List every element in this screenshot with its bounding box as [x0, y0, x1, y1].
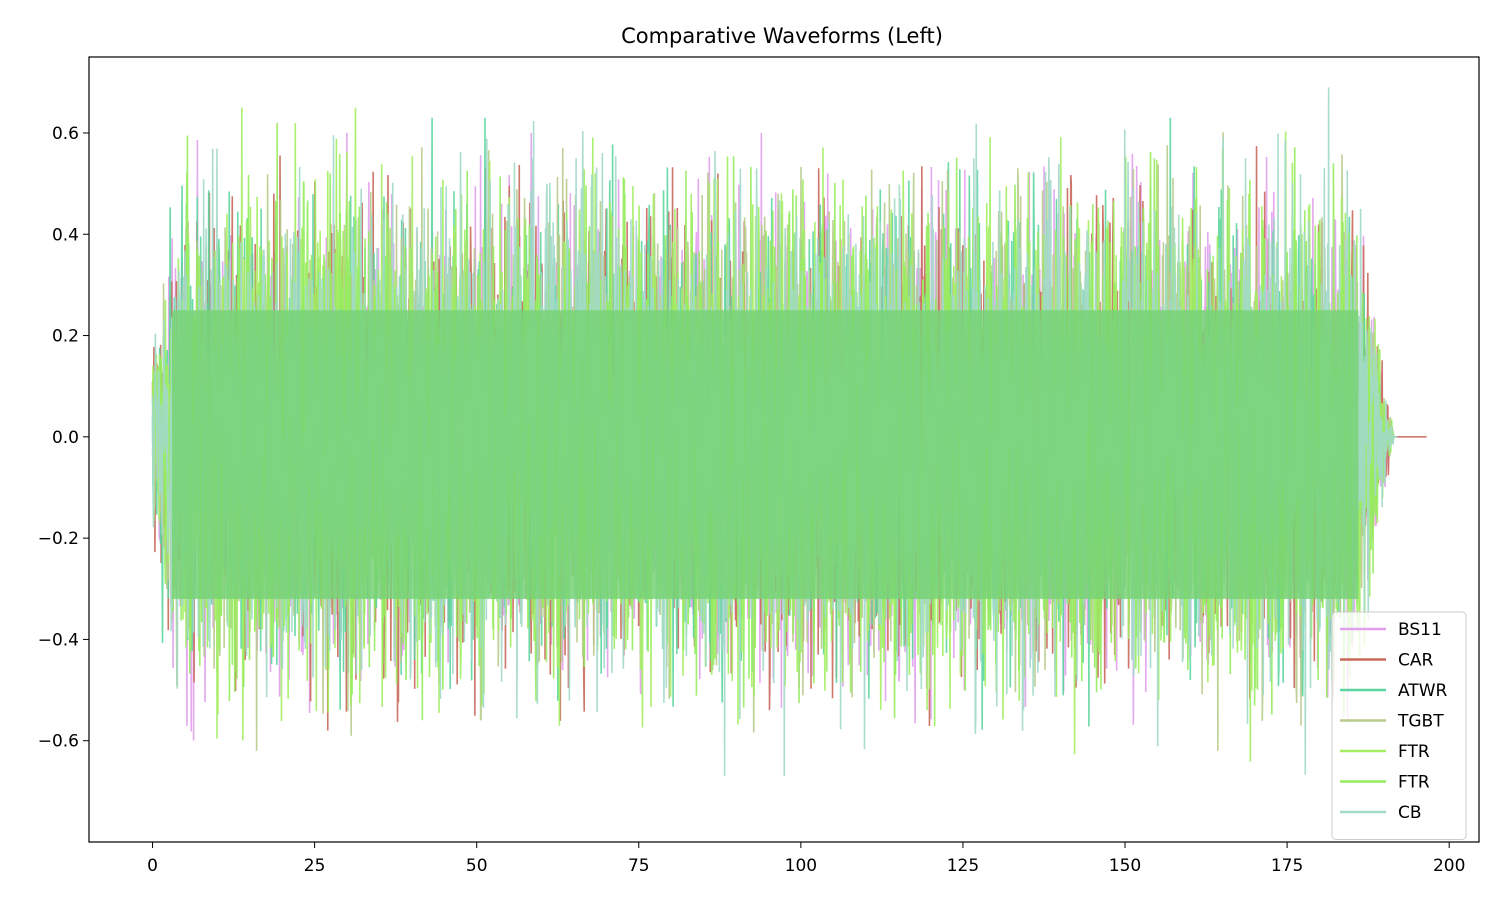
x-tick-label: 200: [1433, 856, 1465, 876]
legend-label: CB: [1398, 803, 1422, 823]
plot-frame: [88, 56, 1480, 843]
x-tick-label: 125: [947, 856, 979, 876]
x-tick-label: 75: [628, 856, 650, 876]
x-axis: 0 25 50 75 100 125 150 175 200: [147, 842, 1465, 876]
y-tick-label: 0.6: [52, 124, 79, 144]
chart-title: Comparative Waveforms (Left): [621, 24, 943, 48]
legend-label: TGBT: [1397, 712, 1444, 732]
legend-label: BS11: [1398, 620, 1442, 640]
plot-area: [151, 87, 1427, 777]
waveform-overlap-core: [171, 310, 1359, 599]
y-tick-label: −0.4: [38, 630, 79, 650]
y-tick-label: 0.0: [52, 428, 79, 448]
legend: BS11 CAR ATWR TGBT FTR FTR CB: [1331, 611, 1467, 840]
legend-label: ATWR: [1398, 681, 1448, 701]
y-tick-label: −0.2: [38, 529, 79, 549]
x-tick-label: 175: [1271, 856, 1303, 876]
x-tick-label: 100: [785, 856, 817, 876]
y-axis: −0.6 −0.4 −0.2 0.0 0.2 0.4 0.6: [38, 124, 89, 752]
x-tick-label: 150: [1109, 856, 1141, 876]
y-tick-label: 0.2: [52, 327, 79, 347]
legend-label: FTR: [1398, 742, 1430, 762]
legend-label: FTR: [1398, 773, 1430, 793]
x-tick-label: 50: [466, 856, 488, 876]
y-tick-label: 0.4: [52, 225, 79, 245]
x-tick-label: 0: [147, 856, 158, 876]
x-tick-label: 25: [304, 856, 326, 876]
y-tick-label: −0.6: [38, 732, 79, 752]
legend-label: CAR: [1398, 651, 1433, 671]
